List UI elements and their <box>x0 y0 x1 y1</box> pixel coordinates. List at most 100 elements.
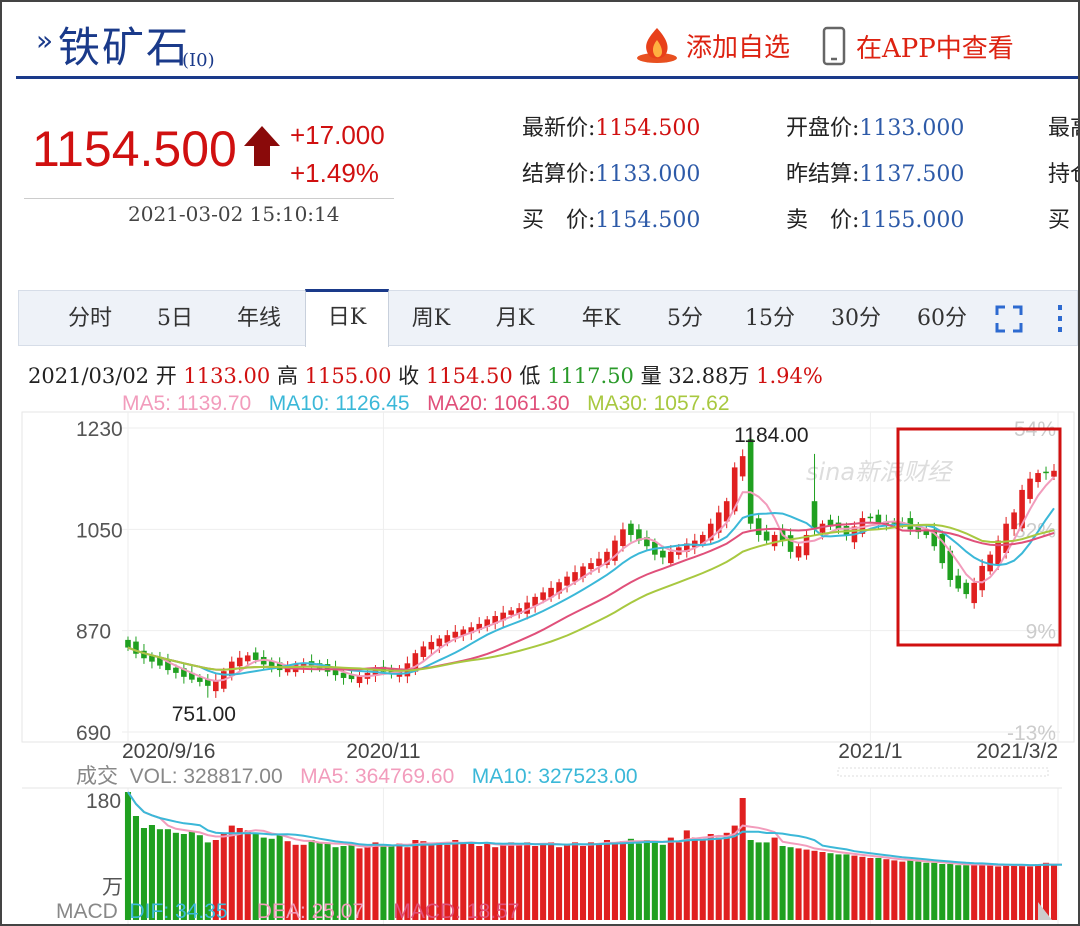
tab-monthly-k[interactable]: 月K <box>495 306 535 331</box>
x-tick-label: 2020/11 <box>346 740 420 763</box>
candle-body <box>268 660 275 667</box>
candle-body <box>636 529 642 541</box>
candle-body <box>596 558 602 567</box>
volume-bar <box>587 842 595 920</box>
candle-body <box>556 582 562 594</box>
volume-value: 32.88万 <box>668 364 750 388</box>
max-price-label: 1184.00 <box>734 424 808 447</box>
up-arrow-icon <box>244 126 280 166</box>
volume-bar <box>723 832 730 920</box>
candle-body <box>460 629 467 636</box>
tab-year-line[interactable]: 年线 <box>236 306 281 331</box>
volume-bar <box>819 852 826 920</box>
volume-bar <box>779 846 786 920</box>
candle-body <box>755 518 762 535</box>
volume-bar <box>875 858 882 920</box>
volume-bar <box>140 828 147 920</box>
volume-vol: VOL: 328817.00 <box>129 765 283 788</box>
volume-bar <box>308 840 315 920</box>
volume-bar <box>923 862 930 920</box>
volume-bar <box>180 834 187 920</box>
volume-bar <box>164 829 171 920</box>
volume-bar <box>771 837 778 920</box>
candle-body <box>149 655 155 662</box>
field-latest: 最新价:1154.500 <box>522 116 701 141</box>
candle-body <box>476 623 483 630</box>
volume-bar <box>396 843 403 920</box>
candle-body <box>867 516 874 519</box>
volume-bar <box>835 854 842 920</box>
volume-bar <box>715 837 722 920</box>
candle-body <box>580 566 586 578</box>
candle-body <box>939 533 946 564</box>
candle-body <box>252 652 259 660</box>
tab-yearly-k[interactable]: 年K <box>581 306 621 331</box>
volume-bar <box>484 843 491 920</box>
candle-body <box>811 501 818 530</box>
volume-bar <box>827 853 834 920</box>
fullscreen-icon[interactable] <box>995 305 1023 333</box>
macd-dif: DIF: 34.35 <box>129 900 228 923</box>
price-change: +17.000 +1.49% <box>290 116 385 192</box>
volume-unit: 万 <box>102 875 123 899</box>
candle-body <box>835 522 842 530</box>
volume-bar <box>412 840 419 920</box>
volume-info-line: 成交 VOL: 328817.00 MA5: 364769.60 MA10: 3… <box>76 760 638 790</box>
macd-info-line: MACD DIF: 34.35 DEA: 25.07 MACD: 18.57 <box>56 900 519 924</box>
volume-bar <box>124 792 132 920</box>
candle-body <box>907 518 914 530</box>
volume-bar <box>611 842 618 920</box>
tab-timeshare[interactable]: 分时 <box>67 306 112 331</box>
candle-body <box>133 641 139 654</box>
tab-weekly-k[interactable]: 周K <box>411 306 451 331</box>
more-vertical-icon[interactable] <box>1053 303 1067 335</box>
volume-bar <box>540 843 547 920</box>
candle-body <box>205 679 211 686</box>
quote-timestamp: 2021-03-02 15:10:14 <box>128 202 340 226</box>
volume-bar <box>707 834 714 920</box>
macd-dea: DEA: 25.07 <box>256 900 365 923</box>
volume-bar <box>564 844 571 920</box>
volume-bar <box>388 844 395 920</box>
candle-body <box>747 439 754 524</box>
x-tick-label: 2021/3/2 <box>976 740 1058 763</box>
tab-5day[interactable]: 5日 <box>157 306 193 331</box>
volume-bar <box>731 825 738 920</box>
candle-body <box>444 635 451 643</box>
tab-daily-k[interactable]: 日K <box>305 289 389 347</box>
tab-30min[interactable]: 30分 <box>831 306 881 331</box>
candle-body <box>660 550 666 558</box>
volume-bar <box>851 855 858 920</box>
tab-5min[interactable]: 5分 <box>667 306 703 331</box>
volume-bar <box>963 865 970 920</box>
candle-body <box>644 537 650 547</box>
add-favorite-button[interactable]: 添加自选 <box>636 26 790 64</box>
tab-15min[interactable]: 15分 <box>745 306 795 331</box>
candle-body <box>125 639 131 648</box>
candle-body <box>236 657 243 667</box>
volume-bar <box>1027 866 1034 920</box>
candle-body <box>244 655 251 662</box>
view-in-app-button[interactable]: 在APP中查看 <box>822 26 1014 66</box>
volume-bar <box>292 844 299 920</box>
tab-60min[interactable]: 60分 <box>917 306 967 331</box>
candle-body <box>707 523 714 541</box>
volume-bar <box>1011 864 1018 920</box>
field-bid-vol: 买 <box>1048 208 1071 233</box>
field-bid: 买 价:1154.500 <box>522 208 701 233</box>
candle-body <box>715 512 722 533</box>
candle-body <box>197 677 203 682</box>
x-tick-label: 2020/9/16 <box>122 740 215 763</box>
volume-bar <box>971 864 978 920</box>
volume-bar <box>747 840 754 920</box>
volume-bar <box>787 847 794 920</box>
candle-body <box>181 668 187 677</box>
candle-body <box>189 672 195 680</box>
candle-body <box>915 525 922 533</box>
candle-body <box>548 587 554 598</box>
contract-code: (I0) <box>182 50 215 71</box>
candle-body <box>771 534 778 547</box>
pct-tick-label: 9% <box>1026 621 1056 644</box>
candle-body <box>572 572 578 582</box>
